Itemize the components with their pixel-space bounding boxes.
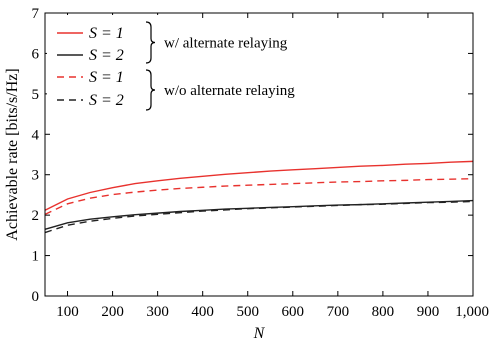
y-tick-label: 2: [32, 208, 40, 224]
x-tick-label: 1,000: [455, 304, 489, 320]
legend-group-brace: [145, 69, 156, 111]
y-tick-label: 0: [32, 289, 40, 305]
plot-frame: [44, 12, 474, 297]
y-tick-label: 7: [32, 6, 40, 22]
x-tick-label: 600: [282, 304, 305, 320]
series-line-4: [44, 200, 474, 234]
y-tick-label: 6: [32, 46, 40, 62]
legend-group-brace: [145, 21, 156, 64]
series-line-3: [44, 178, 474, 215]
ticks-layer: 100 200 300 400 500 600 700 800 900 1,000 0 1 2 3 4 5 6 7: [32, 6, 490, 320]
y-tick-label: 3: [32, 168, 40, 184]
legend-entry-label: S = 2: [89, 47, 124, 64]
legend-background: [47, 15, 165, 115]
series-line-1: [44, 160, 474, 211]
legend-group-label: w/ alternate relaying: [164, 36, 288, 52]
legend: S = 1 S = 2 S = 1 S = 2 w/ alternate relayin…: [47, 15, 295, 115]
legend-entry-label: S = 1: [89, 25, 124, 42]
x-tick-label: 800: [372, 304, 395, 320]
legend-entry-label: S = 2: [89, 92, 124, 109]
y-tick-label: 1: [32, 249, 40, 265]
y-tick-label: 4: [32, 127, 40, 143]
legend-entry-label: S = 1: [89, 69, 124, 86]
x-tick-label: 900: [417, 304, 440, 320]
x-tick-label: 100: [56, 304, 79, 320]
series-layer: [44, 160, 474, 234]
x-tick-label: 700: [327, 304, 350, 320]
x-tick-label: 200: [101, 304, 124, 320]
y-axis-title: Achievable rate [bits/s/Hz]: [4, 68, 21, 240]
y-tick-label: 5: [32, 87, 40, 103]
x-tick-label: 300: [146, 304, 169, 320]
legend-group-label: w/o alternate relaying: [164, 83, 295, 99]
x-axis-title: N: [253, 325, 266, 342]
x-tick-label: 500: [236, 304, 259, 320]
x-tick-label: 400: [191, 304, 214, 320]
series-line-2: [44, 199, 474, 230]
